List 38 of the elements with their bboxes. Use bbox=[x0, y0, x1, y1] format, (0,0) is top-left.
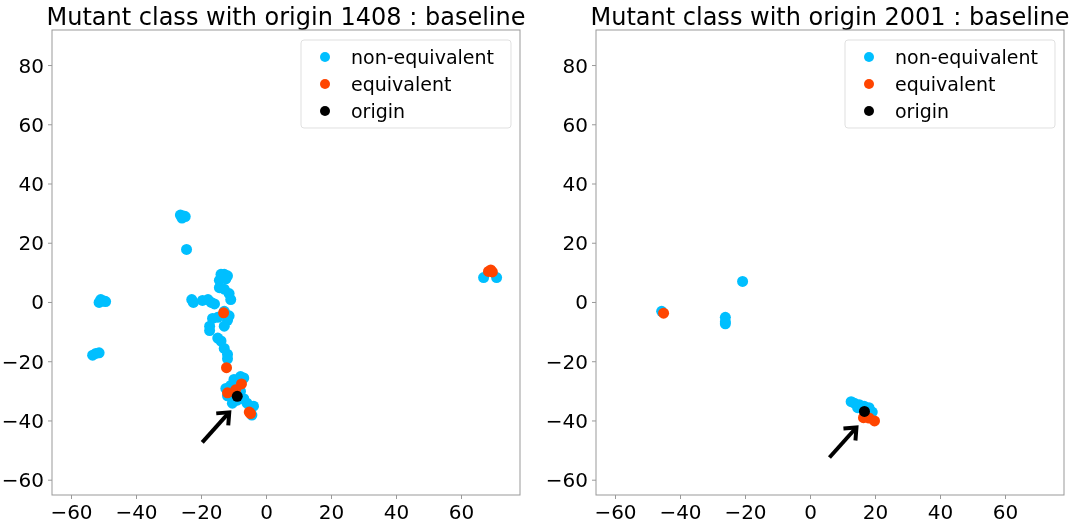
x-tick-label: 0 bbox=[804, 500, 817, 524]
x-tick-label: 0 bbox=[260, 500, 273, 524]
y-tick-label: 80 bbox=[18, 53, 44, 78]
x-tick-label: 60 bbox=[448, 500, 475, 524]
y-tick-label: 20 bbox=[18, 231, 44, 256]
y-tick-label: −20 bbox=[1, 349, 44, 374]
y-tick-label: −60 bbox=[1, 468, 44, 493]
x-tick-label: −20 bbox=[180, 500, 223, 524]
legend-label: non-equivalent bbox=[895, 45, 1038, 68]
y-tick-label: 40 bbox=[18, 172, 44, 197]
x-tick-label: −20 bbox=[724, 500, 767, 524]
x-tick-label: 60 bbox=[992, 500, 1019, 524]
y-tick-label: 60 bbox=[18, 112, 44, 137]
legend-label: origin bbox=[351, 99, 406, 122]
legend-label: non-equivalent bbox=[351, 45, 494, 68]
legend-label: equivalent bbox=[351, 72, 452, 95]
x-tick-label: 40 bbox=[927, 500, 954, 524]
y-tick-label: 0 bbox=[31, 290, 44, 315]
y-tick-label: −40 bbox=[545, 408, 588, 433]
x-tick-label: 20 bbox=[862, 500, 889, 524]
y-tick-label: −40 bbox=[1, 408, 44, 433]
y-tick-label: 20 bbox=[562, 231, 588, 256]
x-tick-label: −60 bbox=[594, 500, 637, 524]
y-tick-label: 80 bbox=[562, 53, 588, 78]
chart-title: Mutant class with origin 2001 : baseline bbox=[590, 3, 1069, 31]
legend-label: equivalent bbox=[895, 72, 996, 95]
legend-label: origin bbox=[895, 99, 950, 122]
x-tick-label: −60 bbox=[50, 500, 93, 524]
chart-title: Mutant class with origin 1408 : baseline bbox=[46, 3, 526, 31]
y-tick-label: −60 bbox=[545, 468, 588, 493]
x-tick-label: 20 bbox=[318, 500, 345, 524]
x-tick-label: −40 bbox=[115, 500, 158, 524]
x-tick-label: −40 bbox=[659, 500, 702, 524]
y-tick-label: 0 bbox=[575, 290, 588, 315]
y-tick-label: 40 bbox=[562, 172, 588, 197]
x-tick-label: 40 bbox=[383, 500, 410, 524]
y-tick-label: 60 bbox=[562, 112, 588, 137]
y-tick-label: −20 bbox=[545, 349, 588, 374]
